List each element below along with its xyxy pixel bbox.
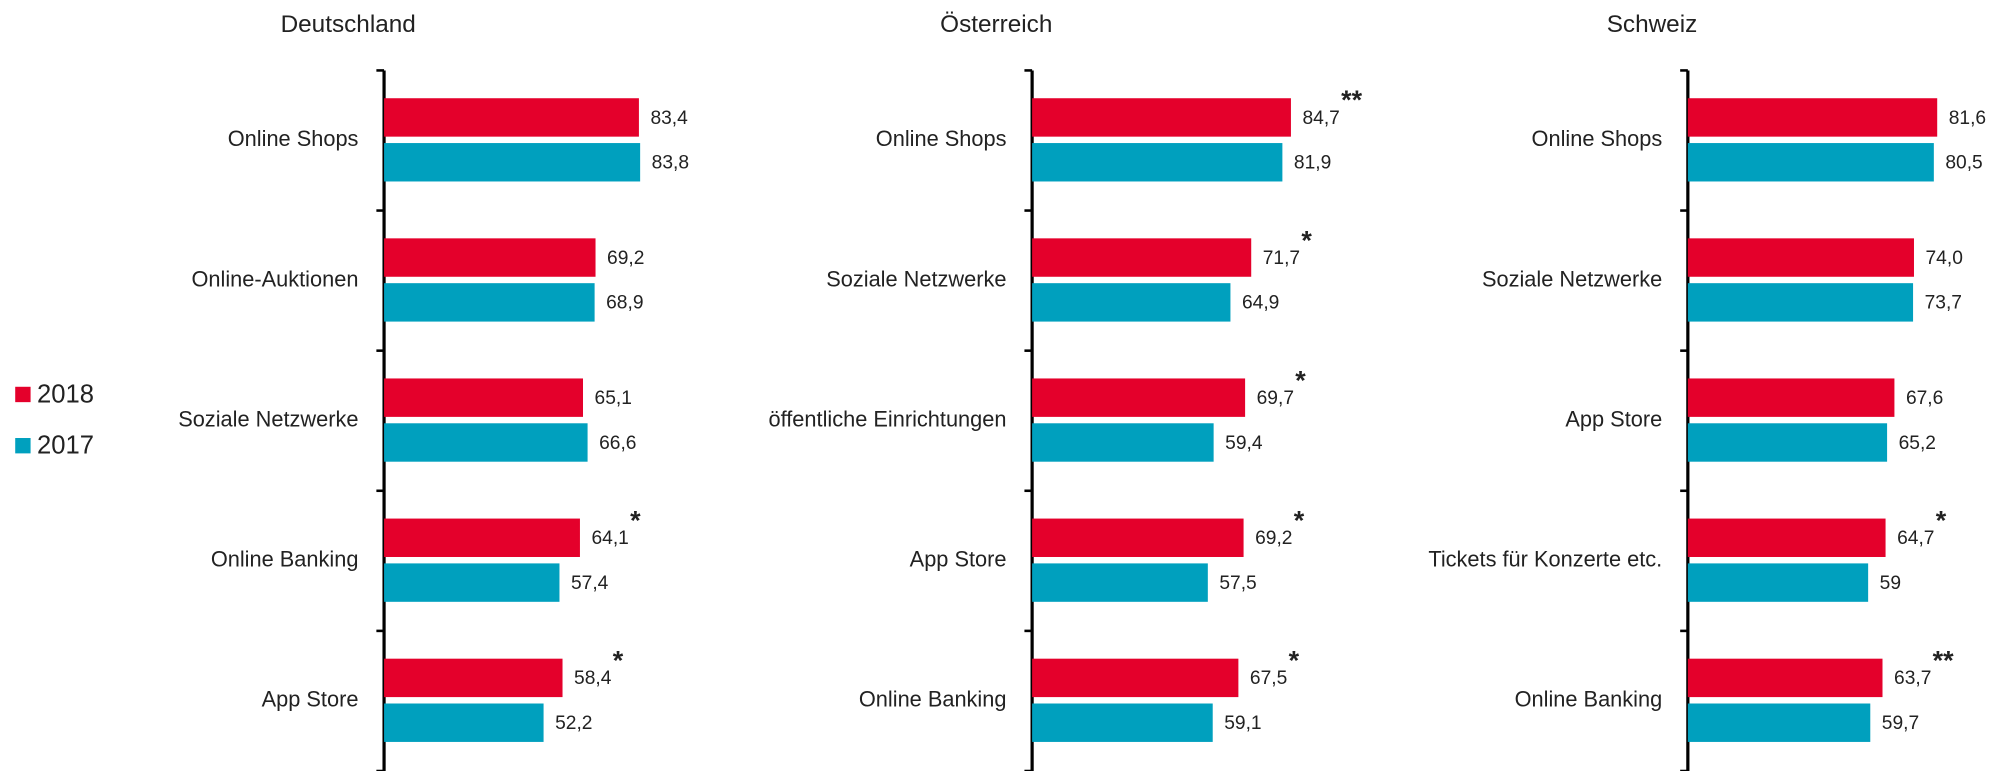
- bar: [1032, 238, 1252, 277]
- category-label: Online Shops: [1532, 126, 1663, 151]
- bar: [1687, 143, 1934, 182]
- bar: [384, 378, 583, 417]
- significance-marker: *: [1294, 506, 1305, 536]
- value-label: 73,7: [1925, 293, 1962, 314]
- category-label: Online Shops: [876, 126, 1007, 151]
- value-label: 58,4: [574, 668, 612, 689]
- value-label: 81,6: [1949, 108, 1986, 129]
- category-label: App Store: [910, 547, 1007, 572]
- bar: [1032, 563, 1208, 602]
- bar: [384, 518, 580, 557]
- bar: [1687, 518, 1886, 557]
- significance-marker: *: [1295, 365, 1306, 395]
- bar: [1032, 658, 1239, 698]
- bar: [1032, 703, 1213, 742]
- value-label: 64,7: [1897, 528, 1934, 549]
- category-label: Online Banking: [1515, 687, 1663, 712]
- significance-marker: **: [1341, 85, 1362, 115]
- chart-title: Deutschland: [281, 11, 416, 38]
- value-label: 69,2: [607, 248, 644, 269]
- bar: [1032, 283, 1231, 322]
- value-label: 74,0: [1926, 248, 1963, 269]
- significance-marker: *: [1301, 225, 1312, 255]
- value-label: 63,7: [1894, 668, 1931, 689]
- bar: [1032, 378, 1246, 417]
- value-label: 71,7: [1263, 248, 1300, 269]
- value-label: 69,2: [1255, 528, 1292, 549]
- category-label: Online Banking: [211, 547, 359, 572]
- value-label: 83,8: [652, 153, 689, 174]
- bar: [1687, 378, 1895, 417]
- category-label: Online Shops: [228, 126, 359, 151]
- bar: [1032, 143, 1283, 182]
- bar: [1687, 98, 1938, 137]
- value-label: 83,4: [650, 108, 688, 129]
- significance-marker: *: [1936, 506, 1947, 536]
- value-label: 67,5: [1250, 668, 1287, 689]
- legend-label: 2018: [37, 381, 94, 409]
- value-label: 67,6: [1906, 388, 1943, 409]
- bar: [384, 98, 639, 137]
- category-label: App Store: [1565, 406, 1662, 431]
- significance-marker: *: [613, 646, 624, 676]
- value-label: 64,1: [591, 528, 628, 549]
- value-label: 66,6: [599, 433, 636, 454]
- category-label: Soziale Netzwerke: [826, 266, 1006, 291]
- category-label: Online Banking: [859, 687, 1007, 712]
- category-label: Tickets für Konzerte etc.: [1428, 547, 1662, 572]
- value-label: 84,7: [1302, 108, 1339, 129]
- significance-marker: **: [1933, 646, 1954, 676]
- significance-marker: *: [1289, 646, 1300, 676]
- category-label: Soziale Netzwerke: [178, 406, 358, 431]
- bar: [1687, 283, 1914, 322]
- bar: [1032, 423, 1214, 462]
- chart-title: Schweiz: [1607, 11, 1698, 38]
- value-label: 65,2: [1899, 433, 1936, 454]
- category-label: Soziale Netzwerke: [1482, 266, 1662, 291]
- bar: [384, 423, 588, 462]
- bar: [1687, 563, 1869, 602]
- bar: [384, 238, 596, 277]
- value-label: 57,5: [1219, 573, 1256, 594]
- bar: [384, 563, 560, 602]
- category-label: öffentliche Einrichtungen: [769, 406, 1007, 431]
- value-label: 59,4: [1225, 433, 1263, 454]
- bar: [1032, 98, 1291, 137]
- value-label: 57,4: [571, 573, 609, 594]
- bar: [1687, 423, 1888, 462]
- chart-title: Österreich: [940, 11, 1052, 38]
- value-label: 59,7: [1882, 713, 1919, 734]
- bar: [384, 658, 563, 698]
- bar: [384, 283, 595, 322]
- value-label: 64,9: [1242, 293, 1279, 314]
- value-label: 69,7: [1257, 388, 1294, 409]
- bar: [1032, 518, 1244, 557]
- value-label: 68,9: [606, 293, 643, 314]
- value-label: 65,1: [595, 388, 632, 409]
- bar: [1687, 703, 1871, 742]
- bar: [1687, 658, 1883, 698]
- legend-label: 2017: [37, 432, 94, 460]
- value-label: 59,1: [1224, 713, 1261, 734]
- legend-swatch: [15, 438, 31, 454]
- category-label: Online-Auktionen: [191, 266, 358, 291]
- legend-swatch: [15, 386, 31, 403]
- bar: [384, 143, 641, 182]
- bar: [1687, 238, 1914, 277]
- value-label: 59: [1880, 573, 1901, 594]
- value-label: 52,2: [555, 713, 592, 734]
- bar: [384, 703, 544, 742]
- value-label: 81,9: [1294, 153, 1331, 174]
- category-label: App Store: [262, 687, 359, 712]
- significance-marker: *: [630, 506, 641, 536]
- value-label: 80,5: [1945, 153, 1982, 174]
